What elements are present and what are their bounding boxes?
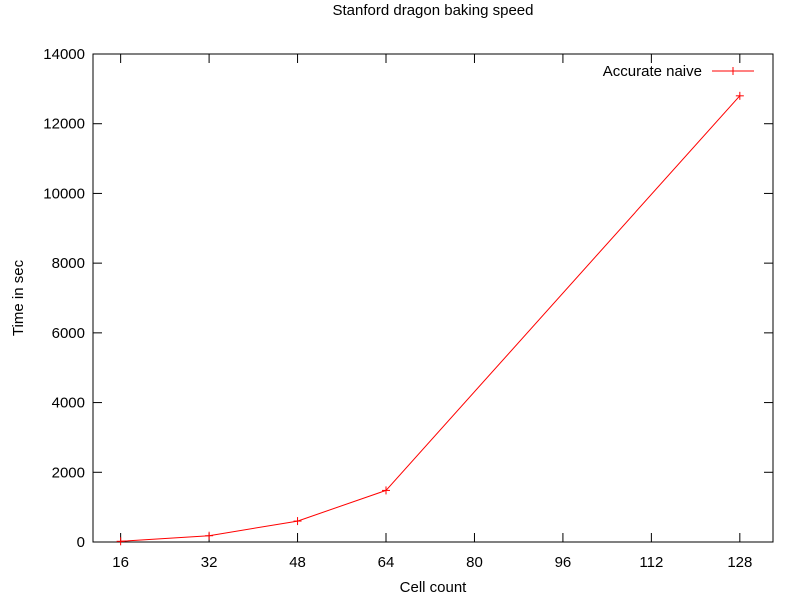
x-tick-label: 96 (555, 554, 572, 571)
y-tick-label: 2000 (52, 464, 85, 481)
y-tick-label: 14000 (43, 46, 85, 63)
y-tick-label: 4000 (52, 395, 85, 412)
x-axis: 16 32 48 64 80 96 112 128 (112, 54, 752, 571)
x-tick-label: 112 (639, 554, 663, 571)
x-tick-label: 48 (289, 554, 306, 571)
chart-title: Stanford dragon baking speed (333, 2, 534, 19)
plot-area (92, 53, 774, 543)
legend: Accurate naive (603, 63, 754, 80)
plot-border (92, 53, 774, 543)
data-point (205, 531, 214, 540)
x-tick-label: 64 (378, 554, 395, 571)
y-axis-label: Time in sec (10, 259, 27, 336)
y-tick-label: 8000 (52, 255, 85, 272)
x-axis-label: Cell count (400, 579, 468, 596)
x-tick-label: 16 (112, 554, 129, 571)
y-axis: 0 2000 4000 6000 8000 10000 12000 14000 (43, 46, 773, 551)
data-point (735, 91, 744, 100)
x-tick-label: 32 (201, 554, 218, 571)
legend-label: Accurate naive (603, 63, 702, 80)
x-tick-label: 128 (727, 554, 752, 571)
y-tick-label: 10000 (43, 185, 85, 202)
data-point (293, 517, 302, 526)
series-layer (116, 91, 744, 546)
legend-marker (729, 67, 737, 75)
data-point (116, 537, 125, 546)
y-tick-label: 6000 (52, 325, 85, 342)
series-line (120, 95, 741, 542)
y-tick-label: 12000 (43, 116, 85, 133)
y-tick-label: 0 (77, 534, 85, 551)
data-point (382, 486, 391, 495)
x-tick-label: 80 (466, 554, 483, 571)
